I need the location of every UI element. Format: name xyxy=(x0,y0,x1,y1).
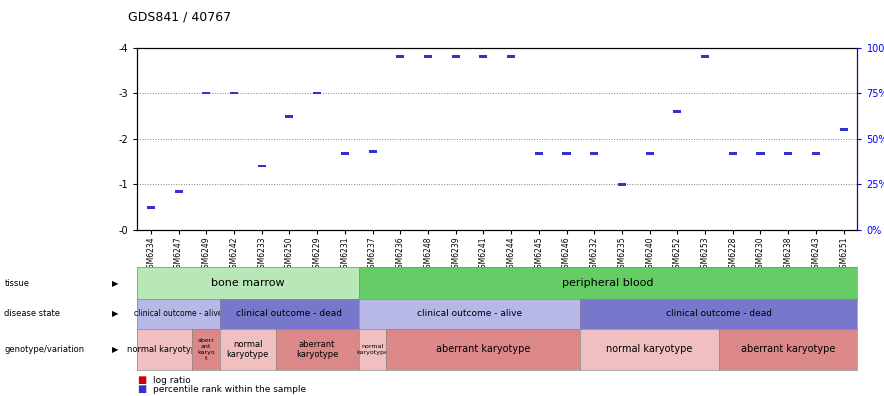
Bar xyxy=(701,55,709,58)
Bar xyxy=(170,230,187,300)
Bar xyxy=(784,152,792,154)
Bar xyxy=(363,230,382,304)
Bar xyxy=(419,230,437,371)
Bar xyxy=(257,165,266,167)
Text: clinical outcome - alive: clinical outcome - alive xyxy=(134,309,223,318)
Text: disease state: disease state xyxy=(4,309,60,318)
Bar xyxy=(396,55,404,58)
Bar xyxy=(613,230,631,339)
Bar xyxy=(446,230,465,366)
Text: normal karyotype: normal karyotype xyxy=(127,345,202,354)
Bar xyxy=(558,230,575,325)
Bar xyxy=(253,230,271,273)
Bar xyxy=(757,152,765,154)
Bar xyxy=(507,55,515,58)
Text: ▶: ▶ xyxy=(111,345,118,354)
Bar xyxy=(174,190,183,193)
Bar xyxy=(502,230,520,396)
Text: GDS841 / 40767: GDS841 / 40767 xyxy=(128,11,232,24)
Bar xyxy=(585,230,603,275)
Text: log ratio: log ratio xyxy=(153,376,191,385)
Bar xyxy=(197,230,216,366)
Text: bone marrow: bone marrow xyxy=(211,278,285,288)
Bar xyxy=(779,230,797,389)
Text: normal
karyotype: normal karyotype xyxy=(226,340,269,359)
Bar xyxy=(424,55,432,58)
Bar xyxy=(562,152,570,154)
Text: ■: ■ xyxy=(137,375,146,385)
Bar xyxy=(645,152,653,154)
Text: percentile rank within the sample: percentile rank within the sample xyxy=(153,385,306,394)
Bar xyxy=(452,55,460,58)
Bar xyxy=(341,152,349,154)
Bar xyxy=(751,230,769,272)
Text: aberrant karyotype: aberrant karyotype xyxy=(741,345,835,354)
Bar xyxy=(336,230,354,309)
Bar xyxy=(309,230,326,281)
Bar xyxy=(807,230,825,391)
Bar xyxy=(286,115,293,118)
Bar xyxy=(392,230,409,369)
Bar xyxy=(591,152,598,154)
Bar xyxy=(834,230,853,250)
Text: clinical outcome - alive: clinical outcome - alive xyxy=(417,309,522,318)
Text: aberrant karyotype: aberrant karyotype xyxy=(436,345,530,354)
Text: ▶: ▶ xyxy=(111,279,118,287)
Bar xyxy=(668,230,686,232)
Text: clinical outcome - dead: clinical outcome - dead xyxy=(236,309,342,318)
Bar xyxy=(369,150,377,153)
Bar xyxy=(147,206,155,209)
Bar xyxy=(141,230,160,300)
Text: normal
karyotype: normal karyotype xyxy=(356,344,388,355)
Bar xyxy=(225,230,243,366)
Bar xyxy=(728,152,737,154)
Bar xyxy=(280,230,299,352)
Text: normal karyotype: normal karyotype xyxy=(606,345,693,354)
Bar xyxy=(313,92,321,94)
Bar xyxy=(641,230,659,396)
Bar xyxy=(724,230,742,278)
Bar xyxy=(812,152,820,154)
Text: aberrant
karyotype: aberrant karyotype xyxy=(296,340,339,359)
Text: clinical outcome - dead: clinical outcome - dead xyxy=(666,309,772,318)
Bar xyxy=(696,230,714,396)
Text: ■: ■ xyxy=(137,384,146,394)
Text: genotype/variation: genotype/variation xyxy=(4,345,85,354)
Bar xyxy=(475,230,492,396)
Bar xyxy=(202,92,210,94)
Bar xyxy=(840,128,848,131)
Bar xyxy=(530,230,548,307)
Text: aberr
ant
karyo
t: aberr ant karyo t xyxy=(197,338,215,361)
Bar xyxy=(674,110,682,112)
Text: ▶: ▶ xyxy=(111,309,118,318)
Bar xyxy=(535,152,543,154)
Text: tissue: tissue xyxy=(4,279,29,287)
Bar xyxy=(479,55,487,58)
Bar xyxy=(230,92,238,94)
Text: peripheral blood: peripheral blood xyxy=(562,278,654,288)
Bar xyxy=(618,183,626,185)
